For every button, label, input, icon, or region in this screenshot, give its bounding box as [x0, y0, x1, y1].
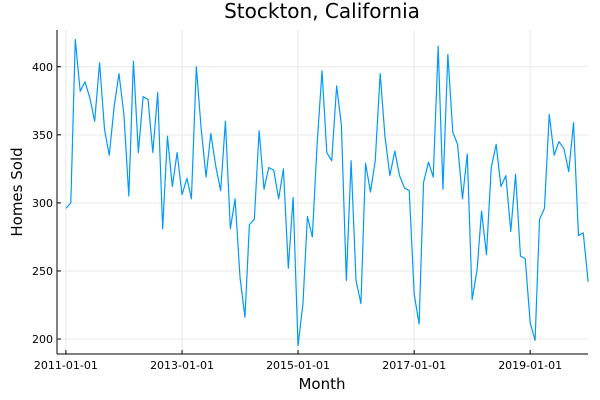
- y-tick-label: 350: [32, 129, 53, 142]
- y-tick-label: 250: [32, 265, 53, 278]
- y-tick-label: 200: [32, 333, 53, 346]
- series-line-0: [65, 38, 589, 347]
- x-axis-ticks: 2011-01-01 2013-01-01 2015-01-01 2017-01-01…: [34, 350, 562, 372]
- x-tick-label: 2019-01-01: [498, 359, 562, 372]
- x-axis-label: Month: [298, 375, 345, 393]
- x-tick-label: 2015-01-01: [266, 359, 330, 372]
- y-tick-label: 300: [32, 197, 53, 210]
- x-tick-label: 2017-01-01: [382, 359, 446, 372]
- y-tick-label: 400: [32, 61, 53, 74]
- y-axis-ticks: 200 250 300 350 400: [32, 61, 61, 346]
- chart-title: Stockton, California: [224, 0, 420, 23]
- series-layer: [65, 38, 589, 347]
- y-axis-label: Homes Sold: [8, 147, 26, 236]
- x-tick-label: 2011-01-01: [34, 359, 98, 372]
- x-tick-label: 2013-01-01: [150, 359, 214, 372]
- grid: [57, 30, 588, 354]
